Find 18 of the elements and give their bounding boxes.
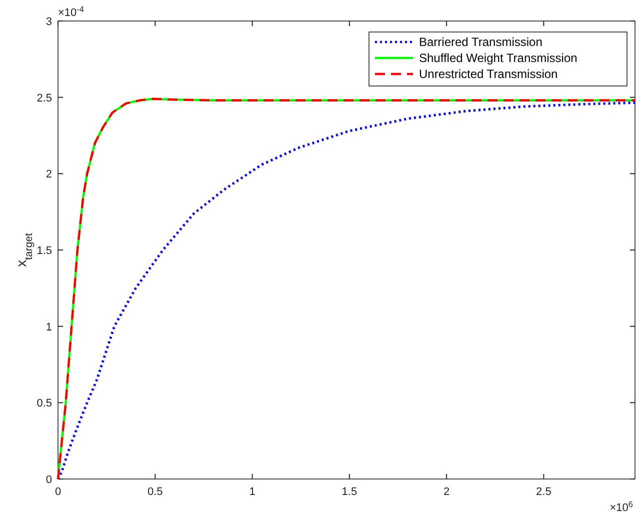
- text: ×10$^{-4}$: [58, 4, 84, 19]
- x-tick-label: 1: [249, 486, 256, 498]
- legend-label: Unrestricted Transmission: [419, 67, 558, 81]
- legend-label: Barriered Transmission: [419, 35, 542, 49]
- y-tick-label: 1.5: [36, 245, 52, 257]
- y-tick-label: 2: [46, 168, 52, 181]
- text: ×10$^{6}$: [610, 500, 634, 512]
- x-tick-label: 2: [443, 486, 450, 498]
- y-tick-label: 3: [46, 16, 52, 28]
- y-tick-label: 0: [46, 474, 52, 486]
- x-tick-label: 0: [54, 486, 62, 498]
- y-tick-label: 0.5: [36, 398, 52, 410]
- legend-label: Shuffled Weight Transmission: [419, 51, 578, 65]
- y-tick-label: 1: [46, 321, 52, 334]
- y-tick-label: 2.5: [36, 92, 52, 104]
- x-tick-label: 2.5: [536, 486, 552, 498]
- x-tick-label: 0.5: [147, 486, 163, 498]
- x-tick-label: 1.5: [342, 486, 358, 498]
